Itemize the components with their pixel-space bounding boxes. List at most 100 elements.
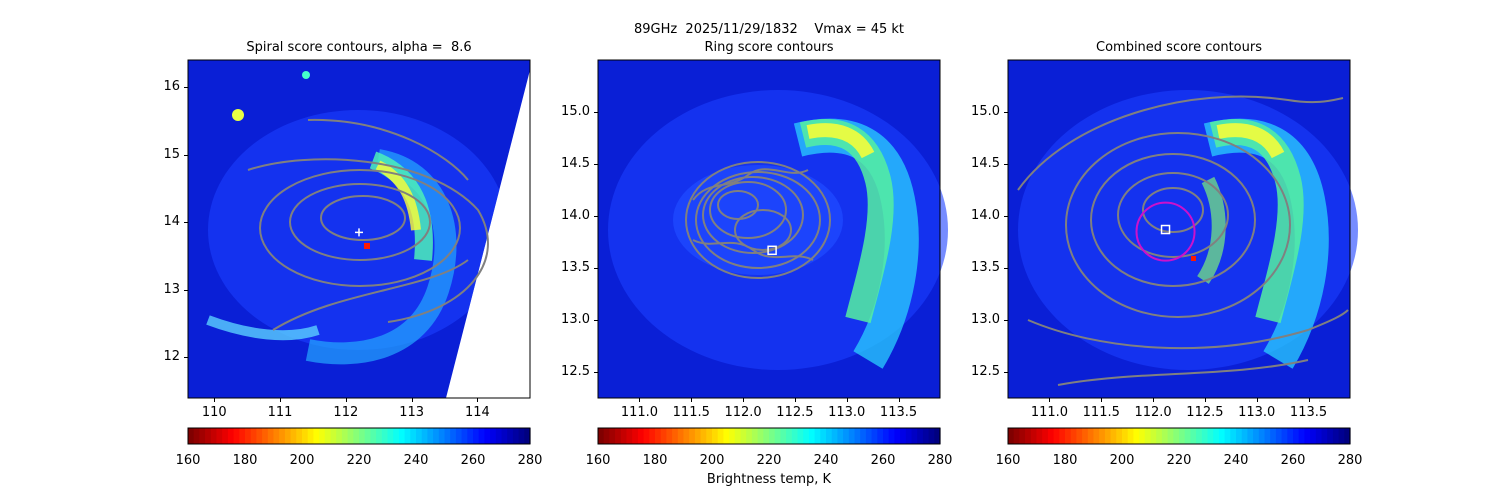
- colorbar-segment: [507, 428, 514, 444]
- colorbar-tick-label: 280: [1337, 453, 1363, 468]
- y-tick-label: 13.5: [971, 260, 1000, 275]
- colorbar-segment: [336, 428, 343, 444]
- colorbar-segment: [928, 428, 935, 444]
- colorbar-segment: [660, 428, 667, 444]
- x-tick-label: 111.0: [620, 405, 659, 420]
- colorbar-segment: [643, 428, 650, 444]
- colorbar-segment: [1247, 428, 1254, 444]
- center-square: [1160, 224, 1171, 235]
- x-tick-label: 113: [399, 405, 425, 420]
- colorbar-segment: [1150, 428, 1157, 444]
- colorbar-segment: [1241, 428, 1248, 444]
- x-tick-label: 112.5: [776, 405, 814, 420]
- y-tick-mark: [594, 268, 598, 269]
- colorbar-segment: [797, 428, 804, 444]
- colorbar-segment: [279, 428, 286, 444]
- colorbar-segment: [455, 428, 463, 444]
- y-tick-label: 15.0: [971, 104, 1000, 119]
- x-tick-mark: [794, 398, 796, 402]
- spiral-contours: [247, 118, 489, 331]
- colorbar-segment: [1133, 428, 1140, 444]
- colorbar-segment: [427, 428, 434, 444]
- colorbar-segment: [786, 428, 793, 444]
- colorbar-segment: [729, 428, 736, 444]
- colorbar-segment: [216, 428, 223, 444]
- center-plus-marker: [355, 228, 363, 237]
- x-tick-label: 111.0: [1030, 405, 1069, 420]
- colorbar-segment: [188, 428, 195, 444]
- y-tick-mark: [1004, 372, 1008, 373]
- colorbar-segment: [478, 428, 485, 444]
- colorbar-segment: [1065, 428, 1072, 444]
- colorbar-tick-label: 220: [346, 453, 372, 468]
- x-tick-label: 113.5: [879, 405, 918, 420]
- colorbar-segment: [917, 428, 924, 444]
- x-tick-mark: [1049, 398, 1051, 402]
- colorbar-segment: [1332, 428, 1340, 444]
- colorbar-segment: [655, 428, 662, 444]
- colorbar-segment: [512, 428, 520, 444]
- colorbar-segment: [302, 428, 309, 444]
- x-tick-label: 112.0: [724, 405, 762, 420]
- y-tick-label: 13.5: [561, 260, 590, 275]
- colorbar-segment: [307, 428, 314, 444]
- colorbar-segment: [1213, 428, 1220, 444]
- y-tick-mark: [1004, 216, 1008, 217]
- colorbar-segment: [632, 428, 639, 444]
- colorbar-segment: [905, 428, 913, 444]
- colorbar-tick-label: 260: [460, 453, 486, 468]
- colorbar-segment: [330, 428, 337, 444]
- colorbar-segment: [734, 428, 742, 444]
- y-tick-mark: [1004, 268, 1008, 269]
- colorbar-segment: [1258, 428, 1266, 444]
- colorbar-segment: [233, 428, 240, 444]
- colorbar-tick-label: 160: [175, 453, 201, 468]
- colorbar-segment: [1179, 428, 1186, 444]
- colorbar-segment: [1253, 428, 1260, 444]
- x-tick-label: 112.0: [1134, 405, 1172, 420]
- colorbar-segment: [416, 428, 423, 444]
- y-tick-mark: [184, 154, 188, 156]
- figure-title: 89GHz 2025/11/29/1832 Vmax = 45 kt: [633, 22, 905, 37]
- x-tick-mark: [1153, 398, 1155, 402]
- colorbar-tick-label: 160: [995, 453, 1021, 468]
- x-tick-mark: [214, 398, 216, 402]
- colorbar-segment: [313, 428, 320, 444]
- colorbar-segment: [814, 428, 821, 444]
- colorbar-segment: [700, 428, 707, 444]
- colorbar-tick-label: 240: [1223, 453, 1249, 468]
- center-square-marker: [1160, 224, 1171, 235]
- colorbar-segment: [1116, 428, 1123, 444]
- colorbar-tick-label: 180: [232, 453, 258, 468]
- x-tick-mark: [1204, 398, 1206, 402]
- colorbar-segment: [911, 428, 918, 444]
- colorbar-segment: [518, 428, 525, 444]
- colorbar-segment: [319, 428, 326, 444]
- colorbar-segment: [774, 428, 781, 444]
- colorbar-segment: [1127, 428, 1134, 444]
- panel-title-combined: Combined score contours: [1096, 40, 1262, 55]
- x-tick-mark: [1256, 398, 1258, 402]
- colorbar-segment: [1082, 428, 1089, 444]
- colorbar-segment: [404, 428, 411, 444]
- combined-heatmap: [1007, 59, 1358, 399]
- colorbar-segment: [1315, 428, 1323, 444]
- colorbar-tick-label: 260: [870, 453, 896, 468]
- y-tick-label: 16: [163, 79, 180, 95]
- x-tick-mark: [743, 398, 745, 402]
- colorbar-segment: [433, 428, 440, 444]
- y-tick-mark: [184, 87, 188, 89]
- colorbar-segment: [524, 428, 531, 444]
- colorbar-tick-label: 240: [403, 453, 429, 468]
- center-square-marker: [767, 245, 777, 256]
- colorbar-tick-label: 240: [813, 453, 839, 468]
- x-tick-mark: [898, 398, 900, 402]
- y-tick-label: 12.5: [561, 364, 590, 379]
- y-tick-mark: [184, 357, 188, 359]
- colorbar-segment: [666, 428, 673, 444]
- colorbar-segment: [205, 428, 212, 444]
- colorbar-segment: [1156, 428, 1163, 444]
- colorbar-label: Brightness temp, K: [706, 472, 832, 487]
- colorbar-segment: [210, 428, 218, 444]
- colorbar-segment: [1042, 428, 1049, 444]
